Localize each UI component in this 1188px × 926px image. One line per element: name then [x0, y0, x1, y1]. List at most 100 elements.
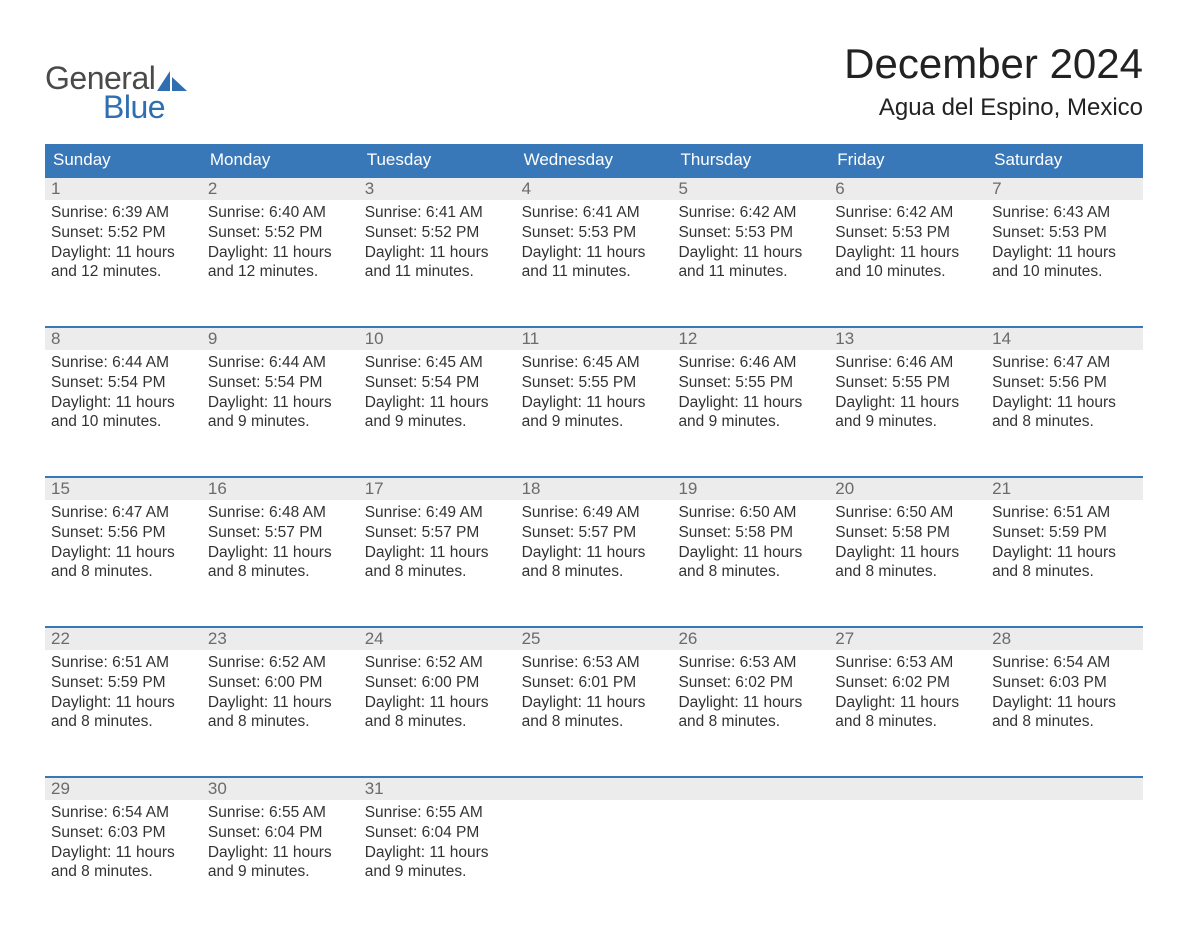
day-number: 23 [202, 628, 359, 650]
day-cell: Sunrise: 6:46 AMSunset: 5:55 PMDaylight:… [829, 350, 986, 476]
daylight-text: Daylight: 11 hours and 10 minutes. [835, 243, 980, 283]
location-label: Agua del Espino, Mexico [844, 94, 1143, 122]
day-number-band: 1234567 [45, 176, 1143, 200]
day-number: 21 [986, 478, 1143, 500]
day-body: Sunrise: 6:54 AMSunset: 6:03 PMDaylight:… [986, 650, 1143, 738]
day-cell [516, 800, 673, 926]
logo-sail-icon [157, 69, 187, 91]
day-number: 22 [45, 628, 202, 650]
day-body: Sunrise: 6:41 AMSunset: 5:52 PMDaylight:… [359, 200, 516, 288]
week-row: Sunrise: 6:39 AMSunset: 5:52 PMDaylight:… [45, 200, 1143, 326]
sunset-text: Sunset: 5:57 PM [208, 523, 353, 543]
day-body [516, 800, 673, 809]
day-cell: Sunrise: 6:45 AMSunset: 5:54 PMDaylight:… [359, 350, 516, 476]
sunrise-text: Sunrise: 6:42 AM [835, 203, 980, 223]
day-number-band: 15161718192021 [45, 476, 1143, 500]
day-body: Sunrise: 6:42 AMSunset: 5:53 PMDaylight:… [829, 200, 986, 288]
day-body: Sunrise: 6:49 AMSunset: 5:57 PMDaylight:… [516, 500, 673, 588]
sunrise-text: Sunrise: 6:49 AM [365, 503, 510, 523]
daylight-text: Daylight: 11 hours and 9 minutes. [522, 393, 667, 433]
daylight-text: Daylight: 11 hours and 8 minutes. [992, 543, 1137, 583]
day-body: Sunrise: 6:41 AMSunset: 5:53 PMDaylight:… [516, 200, 673, 288]
day-number: 8 [45, 328, 202, 350]
day-body: Sunrise: 6:53 AMSunset: 6:01 PMDaylight:… [516, 650, 673, 738]
day-number: 12 [672, 328, 829, 350]
day-number [829, 778, 986, 800]
sunset-text: Sunset: 6:04 PM [208, 823, 353, 843]
day-number-band: 293031 [45, 776, 1143, 800]
day-cell: Sunrise: 6:53 AMSunset: 6:02 PMDaylight:… [672, 650, 829, 776]
sunset-text: Sunset: 5:59 PM [51, 673, 196, 693]
weekday-thursday: Thursday [672, 144, 829, 176]
sunset-text: Sunset: 5:57 PM [365, 523, 510, 543]
daylight-text: Daylight: 11 hours and 8 minutes. [678, 543, 823, 583]
daylight-text: Daylight: 11 hours and 11 minutes. [678, 243, 823, 283]
daylight-text: Daylight: 11 hours and 11 minutes. [365, 243, 510, 283]
calendar-body: 1234567Sunrise: 6:39 AMSunset: 5:52 PMDa… [45, 176, 1143, 926]
sunset-text: Sunset: 6:00 PM [365, 673, 510, 693]
sunset-text: Sunset: 5:54 PM [208, 373, 353, 393]
sunset-text: Sunset: 6:02 PM [678, 673, 823, 693]
sunrise-text: Sunrise: 6:54 AM [992, 653, 1137, 673]
sunrise-text: Sunrise: 6:41 AM [365, 203, 510, 223]
day-body: Sunrise: 6:54 AMSunset: 6:03 PMDaylight:… [45, 800, 202, 888]
sunset-text: Sunset: 6:03 PM [992, 673, 1137, 693]
day-number: 6 [829, 178, 986, 200]
day-cell: Sunrise: 6:49 AMSunset: 5:57 PMDaylight:… [516, 500, 673, 626]
weekday-friday: Friday [829, 144, 986, 176]
day-cell [829, 800, 986, 926]
day-body: Sunrise: 6:51 AMSunset: 5:59 PMDaylight:… [986, 500, 1143, 588]
sunset-text: Sunset: 5:52 PM [208, 223, 353, 243]
sunset-text: Sunset: 5:53 PM [835, 223, 980, 243]
day-body: Sunrise: 6:53 AMSunset: 6:02 PMDaylight:… [672, 650, 829, 738]
day-body: Sunrise: 6:43 AMSunset: 5:53 PMDaylight:… [986, 200, 1143, 288]
sunset-text: Sunset: 5:55 PM [835, 373, 980, 393]
weekday-saturday: Saturday [986, 144, 1143, 176]
day-number: 2 [202, 178, 359, 200]
day-body: Sunrise: 6:45 AMSunset: 5:54 PMDaylight:… [359, 350, 516, 438]
sunrise-text: Sunrise: 6:42 AM [678, 203, 823, 223]
day-cell: Sunrise: 6:55 AMSunset: 6:04 PMDaylight:… [359, 800, 516, 926]
day-cell: Sunrise: 6:52 AMSunset: 6:00 PMDaylight:… [202, 650, 359, 776]
sunset-text: Sunset: 6:00 PM [208, 673, 353, 693]
day-body: Sunrise: 6:49 AMSunset: 5:57 PMDaylight:… [359, 500, 516, 588]
day-cell: Sunrise: 6:44 AMSunset: 5:54 PMDaylight:… [202, 350, 359, 476]
daylight-text: Daylight: 11 hours and 10 minutes. [992, 243, 1137, 283]
sunset-text: Sunset: 5:53 PM [678, 223, 823, 243]
sunrise-text: Sunrise: 6:48 AM [208, 503, 353, 523]
day-cell: Sunrise: 6:47 AMSunset: 5:56 PMDaylight:… [986, 350, 1143, 476]
day-body: Sunrise: 6:48 AMSunset: 5:57 PMDaylight:… [202, 500, 359, 588]
sunrise-text: Sunrise: 6:51 AM [992, 503, 1137, 523]
sunrise-text: Sunrise: 6:55 AM [365, 803, 510, 823]
day-number: 11 [516, 328, 673, 350]
day-cell: Sunrise: 6:50 AMSunset: 5:58 PMDaylight:… [829, 500, 986, 626]
week-row: Sunrise: 6:47 AMSunset: 5:56 PMDaylight:… [45, 500, 1143, 626]
day-number: 4 [516, 178, 673, 200]
day-cell: Sunrise: 6:42 AMSunset: 5:53 PMDaylight:… [672, 200, 829, 326]
day-number: 15 [45, 478, 202, 500]
day-number: 3 [359, 178, 516, 200]
day-cell: Sunrise: 6:39 AMSunset: 5:52 PMDaylight:… [45, 200, 202, 326]
day-body: Sunrise: 6:45 AMSunset: 5:55 PMDaylight:… [516, 350, 673, 438]
logo-text-blue: Blue [103, 89, 187, 126]
daylight-text: Daylight: 11 hours and 8 minutes. [522, 543, 667, 583]
day-body: Sunrise: 6:46 AMSunset: 5:55 PMDaylight:… [672, 350, 829, 438]
day-number: 9 [202, 328, 359, 350]
day-body: Sunrise: 6:52 AMSunset: 6:00 PMDaylight:… [202, 650, 359, 738]
day-cell: Sunrise: 6:42 AMSunset: 5:53 PMDaylight:… [829, 200, 986, 326]
day-number: 17 [359, 478, 516, 500]
daylight-text: Daylight: 11 hours and 8 minutes. [51, 543, 196, 583]
day-cell [672, 800, 829, 926]
sunset-text: Sunset: 5:54 PM [365, 373, 510, 393]
day-body: Sunrise: 6:39 AMSunset: 5:52 PMDaylight:… [45, 200, 202, 288]
day-number: 13 [829, 328, 986, 350]
sunrise-text: Sunrise: 6:46 AM [678, 353, 823, 373]
weekday-wednesday: Wednesday [516, 144, 673, 176]
sunrise-text: Sunrise: 6:43 AM [992, 203, 1137, 223]
daylight-text: Daylight: 11 hours and 8 minutes. [365, 693, 510, 733]
day-cell: Sunrise: 6:53 AMSunset: 6:01 PMDaylight:… [516, 650, 673, 776]
sunset-text: Sunset: 5:53 PM [992, 223, 1137, 243]
day-number: 14 [986, 328, 1143, 350]
day-body [672, 800, 829, 809]
day-body: Sunrise: 6:47 AMSunset: 5:56 PMDaylight:… [45, 500, 202, 588]
